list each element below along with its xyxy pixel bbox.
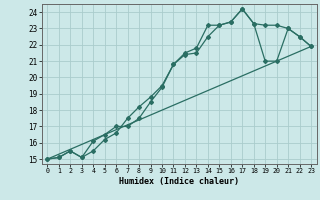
X-axis label: Humidex (Indice chaleur): Humidex (Indice chaleur) bbox=[119, 177, 239, 186]
